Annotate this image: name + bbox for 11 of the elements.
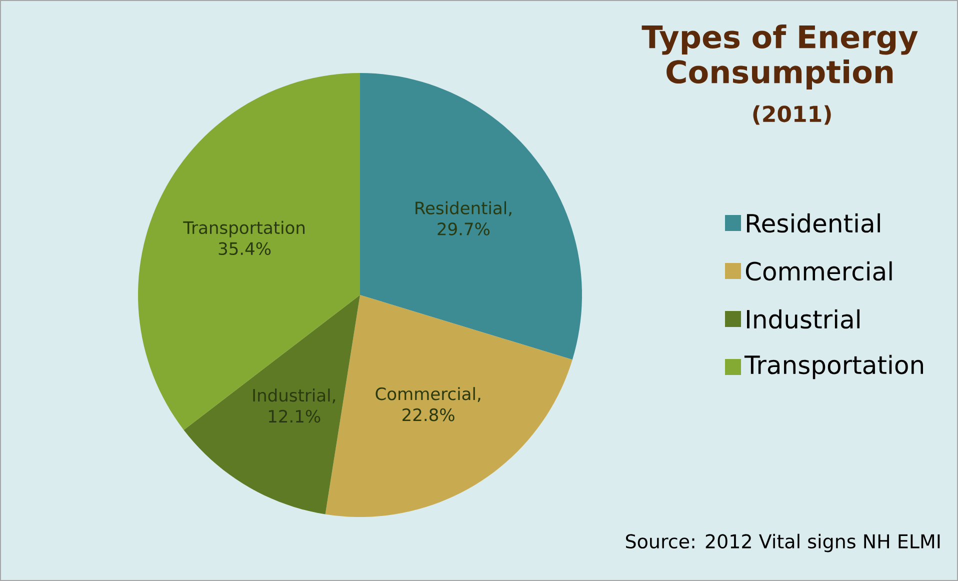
data-label: Industrial, 12.1% [253, 388, 336, 423]
data-label: Residential, 29.7% [416, 201, 512, 236]
source-note: Source: 2012 Vital signs NH ELMI [626, 534, 940, 552]
legend-label: Industrial [746, 309, 860, 329]
data-label: Commercial, 22.8% [376, 387, 480, 422]
legend-label: Commercial [746, 261, 892, 281]
data-label: Transportation 35.4% [183, 220, 305, 256]
text: (2011) [753, 105, 831, 125]
legend-label: Residential [746, 213, 880, 233]
chart-title: Types of Energy Consumption [642, 24, 918, 90]
legend-label: Transportation [744, 354, 923, 380]
